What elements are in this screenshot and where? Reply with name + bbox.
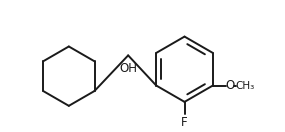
Text: F: F xyxy=(181,116,188,129)
Text: CH₃: CH₃ xyxy=(235,81,255,91)
Text: OH: OH xyxy=(119,62,137,75)
Text: O: O xyxy=(226,79,235,92)
